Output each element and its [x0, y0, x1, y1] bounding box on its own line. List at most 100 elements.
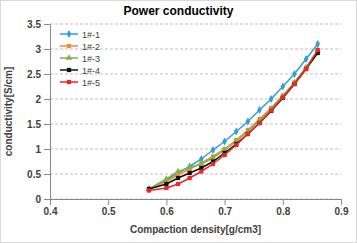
grid-line	[50, 99, 341, 100]
legend-label: 1#-4	[82, 66, 100, 76]
tick: 2.5	[27, 69, 50, 80]
tick-label: 0.6	[160, 206, 174, 217]
tick-mark	[44, 124, 50, 125]
series-line	[149, 50, 318, 191]
marker	[292, 82, 296, 86]
legend-label: 1#-1	[82, 30, 100, 40]
tick: 0.6	[160, 199, 174, 217]
legend-marker	[67, 30, 72, 38]
marker	[257, 106, 262, 114]
tick-label: 1.5	[27, 119, 41, 130]
marker	[211, 162, 215, 166]
grid-line	[50, 199, 341, 200]
axis-line	[51, 199, 342, 200]
marker	[147, 188, 151, 192]
tick: 2	[35, 94, 50, 105]
tick: 0.9	[335, 199, 349, 217]
marker	[281, 83, 286, 91]
marker	[257, 121, 261, 125]
marker	[269, 95, 274, 103]
tick-mark	[44, 99, 50, 100]
marker	[147, 185, 152, 193]
marker	[164, 182, 168, 186]
marker	[175, 168, 181, 174]
marker	[269, 108, 273, 112]
legend-marker	[67, 44, 71, 48]
chart: Power conductivity 0.4 0.5 0.6 0.7 0.8 0.9 0 0.5…	[0, 0, 357, 243]
tick-mark	[44, 24, 50, 25]
x-axis-title: Compaction density[g/cm3]	[130, 224, 261, 235]
series	[147, 51, 320, 191]
tick-label: 2.5	[27, 69, 41, 80]
grid-line	[50, 24, 341, 25]
marker	[176, 182, 180, 186]
tick-mark	[225, 199, 226, 205]
marker	[246, 132, 250, 136]
chart-border	[1, 1, 357, 243]
tick-label: 0.4	[44, 206, 58, 217]
tick: 0	[35, 194, 50, 205]
series	[147, 49, 320, 191]
legend-label: 1#-2	[82, 42, 100, 52]
marker	[211, 146, 216, 154]
title: Power conductivity	[123, 4, 233, 18]
marker	[188, 171, 192, 175]
legend-label: 1#-3	[82, 54, 100, 64]
series-line	[149, 53, 318, 189]
tick-label: 3	[35, 44, 41, 55]
legend-label: 1#-5	[82, 78, 100, 88]
tick: 0.7	[218, 199, 232, 217]
legend-marker	[67, 80, 71, 84]
tick-label: 0.5	[27, 169, 41, 180]
legend-item: 1#-4	[60, 66, 100, 76]
x-axis: 0.4 0.5 0.6 0.7 0.8 0.9	[44, 199, 349, 217]
legend-item: 1#-5	[60, 78, 100, 88]
marker	[292, 82, 296, 86]
legend-item: 1#-1	[60, 30, 100, 40]
marker	[188, 176, 192, 180]
tick-mark	[44, 74, 50, 75]
tick: 0.4	[44, 199, 58, 217]
series	[146, 47, 321, 191]
tick: 1.5	[27, 119, 50, 130]
marker	[304, 55, 309, 63]
marker	[257, 121, 261, 125]
tick-label: 0.5	[102, 206, 116, 217]
marker	[246, 132, 250, 136]
marker	[234, 143, 238, 147]
grid	[50, 24, 341, 199]
marker	[281, 95, 285, 99]
marker	[234, 128, 239, 136]
marker	[198, 160, 204, 166]
marker	[164, 186, 168, 190]
tick-mark	[44, 49, 50, 50]
tick-label: 1	[35, 144, 41, 155]
marker	[292, 70, 297, 78]
tick-mark	[283, 199, 284, 205]
tick-label: 3.5	[27, 19, 41, 30]
tick: 0.8	[276, 199, 290, 217]
tick: 1	[35, 144, 50, 155]
marker	[304, 67, 308, 71]
tick-label: 0.9	[335, 206, 349, 217]
series	[147, 40, 320, 193]
marker	[199, 169, 203, 173]
marker	[281, 96, 285, 100]
marker	[304, 67, 308, 71]
tick: 3	[35, 44, 50, 55]
tick-label: 0.8	[276, 206, 290, 217]
marker	[314, 47, 320, 53]
tick: 0.5	[27, 169, 50, 180]
marker	[163, 175, 169, 181]
tick-mark	[341, 199, 342, 205]
legend-item: 1#-2	[60, 42, 100, 52]
tick: 0.5	[102, 199, 116, 217]
marker	[269, 109, 273, 113]
tick-mark	[44, 174, 50, 175]
tick-label: 0.7	[218, 206, 232, 217]
marker	[222, 138, 227, 146]
legend: 1#-1 1#-2 1#-3 1#-4 1#-5	[60, 30, 100, 88]
series-line	[149, 52, 318, 190]
marker	[176, 176, 180, 180]
marker	[246, 118, 251, 126]
